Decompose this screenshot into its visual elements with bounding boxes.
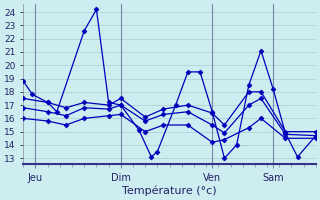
X-axis label: Température (°c): Température (°c) bbox=[122, 185, 217, 196]
